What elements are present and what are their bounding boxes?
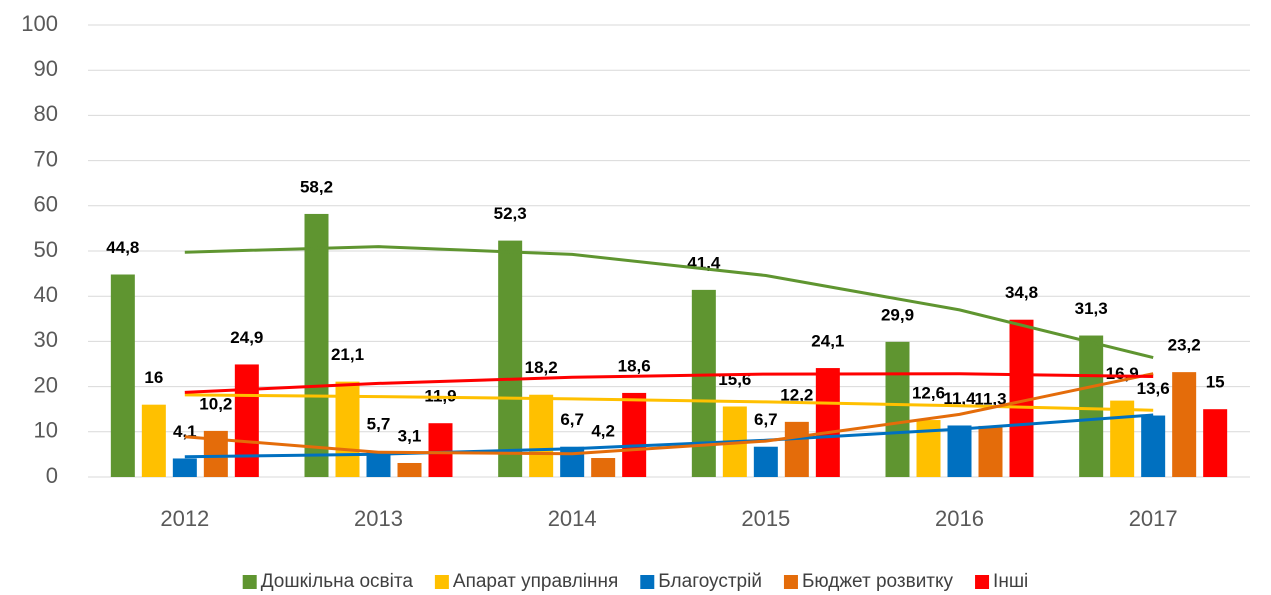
bar xyxy=(304,213,329,477)
y-tick-label: 40 xyxy=(34,282,58,307)
bar xyxy=(1203,409,1228,477)
y-tick-label: 30 xyxy=(34,327,58,352)
value-label: 15,6 xyxy=(718,370,751,389)
legend-label: Інші xyxy=(993,571,1028,592)
value-label: 31,3 xyxy=(1075,299,1108,318)
bar xyxy=(1141,415,1166,477)
bar xyxy=(1172,372,1197,477)
value-label: 29,9 xyxy=(881,305,914,324)
bar xyxy=(234,364,259,477)
bar xyxy=(753,446,778,477)
bar xyxy=(1079,335,1104,477)
trend-line xyxy=(184,393,1154,412)
value-label: 24,1 xyxy=(811,332,844,351)
legend-label: Благоустрій xyxy=(658,571,762,592)
y-tick-label: 80 xyxy=(34,101,58,126)
x-tick-label: 2016 xyxy=(935,506,984,531)
bar xyxy=(691,289,716,477)
trend-line xyxy=(184,413,1154,459)
bar xyxy=(784,421,809,477)
bar xyxy=(1110,400,1135,477)
trend-line xyxy=(184,245,1154,360)
bar xyxy=(397,462,422,477)
value-label: 5,7 xyxy=(367,415,391,434)
value-label: 23,2 xyxy=(1168,336,1201,355)
value-label: 12,2 xyxy=(780,385,813,404)
legend-label: Дошкільна освіта xyxy=(261,571,414,592)
value-label: 6,7 xyxy=(754,410,778,429)
bar xyxy=(529,394,554,477)
value-label: 44,8 xyxy=(106,238,139,257)
value-label: 10,2 xyxy=(199,394,232,413)
bar xyxy=(141,404,166,477)
y-tick-label: 70 xyxy=(34,146,58,171)
y-tick-label: 100 xyxy=(21,11,58,36)
value-label: 18,2 xyxy=(525,358,558,377)
value-label: 52,3 xyxy=(494,204,527,223)
x-tick-label: 2013 xyxy=(354,506,403,531)
bar xyxy=(110,274,135,477)
value-label: 13,6 xyxy=(1137,379,1170,398)
y-tick-label: 60 xyxy=(34,192,58,217)
x-tick-label: 2012 xyxy=(160,506,209,531)
legend-swatch xyxy=(640,575,655,589)
bar xyxy=(172,458,197,477)
value-label: 15 xyxy=(1206,373,1225,392)
legend-swatch xyxy=(434,575,449,589)
value-label: 24,9 xyxy=(230,328,263,347)
x-tick-label: 2017 xyxy=(1129,506,1178,531)
legend-swatch xyxy=(242,575,257,589)
bar xyxy=(560,446,585,477)
y-tick-label: 90 xyxy=(34,56,58,81)
value-label: 34,8 xyxy=(1005,283,1038,302)
trend-line xyxy=(184,372,1154,394)
trend-line xyxy=(184,372,1154,456)
y-tick-label: 0 xyxy=(46,463,58,488)
legend-swatch xyxy=(975,575,990,589)
y-tick-label: 50 xyxy=(34,237,58,262)
value-label: 12,6 xyxy=(912,384,945,403)
bar xyxy=(885,341,910,477)
bar xyxy=(428,423,453,477)
value-label: 3,1 xyxy=(398,426,422,445)
bar xyxy=(978,425,1003,477)
bar xyxy=(947,425,972,477)
legend-label: Апарат управління xyxy=(453,571,618,592)
bar xyxy=(916,420,941,477)
value-label: 16 xyxy=(144,368,163,387)
y-tick-label: 20 xyxy=(34,372,58,397)
bar xyxy=(498,240,523,477)
value-label: 11,4 xyxy=(943,389,976,408)
bar xyxy=(815,368,840,477)
value-label: 21,1 xyxy=(331,345,364,364)
value-label: 4,2 xyxy=(591,422,615,441)
value-label: 18,6 xyxy=(618,356,651,375)
x-tick-label: 2015 xyxy=(741,506,790,531)
bar xyxy=(591,458,616,477)
x-tick-label: 2014 xyxy=(548,506,597,531)
legend-label: Бюджет розвитку xyxy=(802,571,954,592)
value-label: 6,7 xyxy=(560,410,584,429)
bar xyxy=(622,392,647,477)
y-tick-label: 10 xyxy=(34,418,58,443)
value-label: 11,3 xyxy=(974,389,1006,408)
legend-swatch xyxy=(783,575,798,589)
value-label: 58,2 xyxy=(300,177,333,196)
